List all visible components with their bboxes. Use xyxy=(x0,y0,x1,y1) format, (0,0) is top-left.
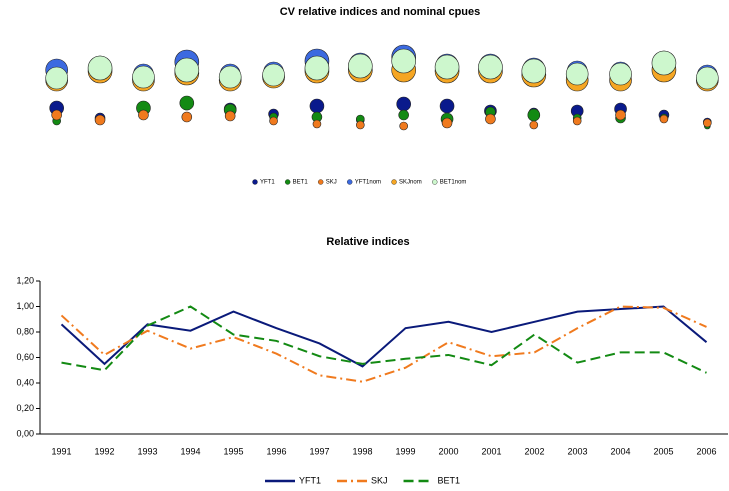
bubble xyxy=(391,48,416,74)
bubble xyxy=(659,114,669,124)
chart-title: Relative indices xyxy=(326,236,409,248)
x-tick-label: 1999 xyxy=(395,446,415,456)
x-tick-label: 1991 xyxy=(51,446,71,456)
x-tick-label: 1992 xyxy=(94,446,114,456)
legend-marker xyxy=(432,179,438,185)
legend-label: BET1 xyxy=(438,475,461,485)
bubble xyxy=(138,109,149,121)
bubble xyxy=(45,66,68,90)
bubble xyxy=(478,54,503,80)
bubble xyxy=(262,63,285,87)
x-tick-label: 1996 xyxy=(266,446,286,456)
series-line xyxy=(60,305,708,368)
x-tick-label: 1998 xyxy=(352,446,372,456)
x-tick-label: 2004 xyxy=(610,446,630,456)
y-tick-label: 0,00 xyxy=(16,428,34,438)
y-tick-label: 0,40 xyxy=(16,377,34,387)
bubble xyxy=(218,65,242,89)
bubble xyxy=(565,62,589,86)
bubble xyxy=(527,108,541,122)
legend-label: BET1 xyxy=(293,180,309,186)
bubble xyxy=(269,116,278,126)
x-tick-label: 1994 xyxy=(180,446,200,456)
bubble xyxy=(399,121,408,131)
bubble xyxy=(348,53,373,79)
bubble xyxy=(609,62,632,86)
bubble xyxy=(651,50,677,76)
bubble xyxy=(439,98,455,114)
x-tick-label: 2005 xyxy=(653,446,673,456)
x-tick-label: 2003 xyxy=(567,446,587,456)
bubble xyxy=(304,55,330,81)
legend-marker xyxy=(347,179,353,185)
bubble xyxy=(309,98,325,114)
legend-marker xyxy=(284,179,291,185)
bubble xyxy=(615,109,626,121)
bubble xyxy=(179,95,195,111)
series-line xyxy=(61,305,707,374)
x-tick-label: 2000 xyxy=(438,446,458,456)
y-tick-label: 1,00 xyxy=(16,301,34,311)
legend-marker xyxy=(252,179,258,185)
bubble xyxy=(132,65,155,89)
bubble xyxy=(434,54,460,80)
y-tick-label: 0,80 xyxy=(16,326,34,336)
legend-label: YFT1 xyxy=(260,180,275,186)
y-tick-label: 0,20 xyxy=(16,403,34,413)
bubble xyxy=(51,109,62,121)
bubble xyxy=(181,111,193,123)
legend-marker xyxy=(391,179,397,185)
legend-label: YFT1 xyxy=(299,475,321,485)
bubble xyxy=(521,58,547,84)
bubble xyxy=(441,117,453,129)
y-tick-label: 1,20 xyxy=(16,275,34,285)
legend-marker xyxy=(317,179,324,185)
y-tick-label: 0,60 xyxy=(16,352,34,362)
legend-label: YFT1nom xyxy=(355,180,381,186)
x-tick-label: 1993 xyxy=(137,446,157,456)
series-line xyxy=(60,305,707,383)
bubble xyxy=(572,116,582,126)
legend-label: BET1nom xyxy=(440,180,467,186)
bubble xyxy=(356,120,365,130)
bubble xyxy=(529,120,539,130)
bubble xyxy=(485,113,496,125)
bubble xyxy=(94,114,106,126)
bubble xyxy=(312,119,322,129)
x-tick-label: 2001 xyxy=(481,446,501,456)
bubble xyxy=(224,110,236,122)
legend-label: SKJnom xyxy=(399,180,422,186)
x-tick-label: 2006 xyxy=(696,446,716,456)
legend-label: SKJ xyxy=(326,180,337,186)
x-tick-label: 1995 xyxy=(223,446,243,456)
bubble xyxy=(396,96,411,112)
legend-label: SKJ xyxy=(371,475,388,485)
x-tick-label: 1997 xyxy=(309,446,329,456)
bubble xyxy=(398,109,409,121)
bubble xyxy=(703,118,712,128)
bubble xyxy=(696,66,719,90)
bubble xyxy=(174,57,200,83)
x-tick-label: 2002 xyxy=(524,446,544,456)
bubble xyxy=(87,55,113,81)
chart-title: CV relative indices and nominal cpues xyxy=(280,6,481,18)
